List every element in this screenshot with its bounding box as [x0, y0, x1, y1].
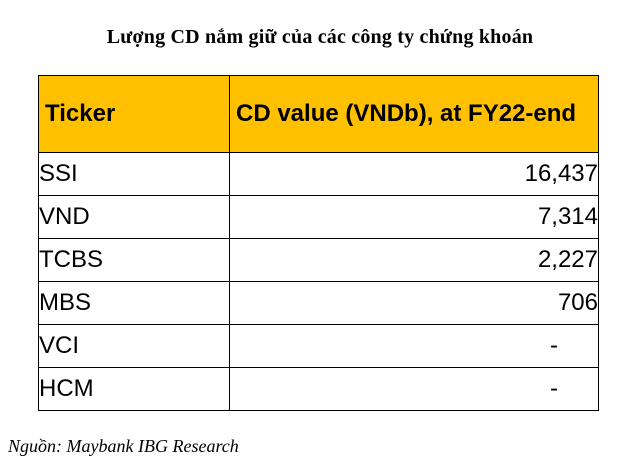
ticker-cell: VND [38, 195, 230, 239]
cd-value-cell: 706 [229, 281, 599, 325]
source-note: Nguồn: Maybank IBG Research [8, 436, 239, 456]
ticker-cell: VCI [38, 324, 230, 368]
table-row: HCM - [38, 367, 599, 411]
column-header-cd-value: CD value (VNDb), at FY22-end [229, 75, 599, 153]
cd-value-cell: 7,314 [229, 195, 599, 239]
cd-value-cell: - [229, 324, 599, 368]
cd-value-cell: 2,227 [229, 238, 599, 282]
cd-value-cell: 16,437 [229, 152, 599, 196]
table-row: SSI 16,437 [38, 152, 599, 196]
cd-holdings-table: Ticker CD value (VNDb), at FY22-end SSI … [38, 75, 599, 411]
cd-value-cell: - [229, 367, 599, 411]
table-row: TCBS 2,227 [38, 238, 599, 282]
ticker-cell: SSI [38, 152, 230, 196]
table-row: VND 7,314 [38, 195, 599, 239]
column-header-ticker: Ticker [38, 75, 230, 153]
page-title: Lượng CD nắm giữ của các công ty chứng k… [106, 26, 534, 48]
table-row: MBS 706 [38, 281, 599, 325]
table-header-row: Ticker CD value (VNDb), at FY22-end [38, 75, 599, 153]
table-row: VCI - [38, 324, 599, 368]
ticker-cell: TCBS [38, 238, 230, 282]
ticker-cell: HCM [38, 367, 230, 411]
ticker-cell: MBS [38, 281, 230, 325]
